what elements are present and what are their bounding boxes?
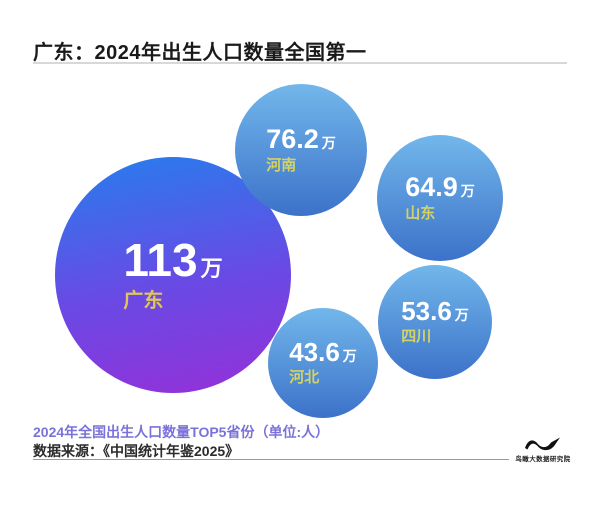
- footer-divider: [33, 459, 509, 460]
- bubble-sichuan-value: 53.6 万: [401, 298, 469, 324]
- value-unit: 万: [200, 256, 223, 281]
- publisher-logo-text: 鸟瞰大数据研究院: [515, 456, 571, 463]
- bubble-shandong-value: 64.9 万: [405, 171, 475, 202]
- bubble-guangdong-value: 113 万: [123, 237, 222, 283]
- wave-bird-icon: [525, 437, 560, 451]
- bubble-hebei: 43.6 万 河北: [268, 308, 378, 418]
- bubble-henan: 76.2 万 河南: [235, 84, 367, 216]
- province-label: 山东: [405, 204, 436, 222]
- title-divider: [33, 62, 567, 64]
- province-label: 河北: [289, 369, 320, 386]
- value-number: 76.2: [266, 123, 319, 154]
- value-number: 113: [123, 234, 198, 286]
- bubble-guangdong-text: 113 万 广东: [123, 237, 222, 313]
- bubble-shandong: 64.9 万 山东: [377, 135, 503, 261]
- page-title: 广东：2024年出生人口数量全国第一: [33, 42, 367, 64]
- bubble-sichuan: 53.6 万 四川: [378, 265, 492, 379]
- value-number: 53.6: [401, 296, 452, 326]
- value-number: 43.6: [289, 337, 340, 367]
- value-number: 64.9: [405, 171, 458, 202]
- province-label: 广东: [123, 290, 164, 312]
- bubble-hebei-value: 43.6 万: [289, 339, 357, 365]
- province-label: 四川: [401, 328, 432, 345]
- value-unit: 万: [454, 307, 469, 323]
- bubble-hebei-text: 43.6 万 河北: [289, 339, 357, 387]
- value-unit: 万: [460, 182, 475, 199]
- bubble-shandong-text: 64.9 万 山东: [405, 171, 475, 223]
- publisher-logo: 鸟瞰大数据研究院: [513, 436, 573, 466]
- bubble-sichuan-text: 53.6 万 四川: [401, 298, 469, 346]
- province-label: 河南: [266, 156, 297, 174]
- value-unit: 万: [321, 134, 336, 151]
- bubble-henan-value: 76.2 万: [266, 123, 336, 154]
- value-unit: 万: [342, 348, 357, 364]
- bubble-guangdong: 113 万 广东: [55, 157, 291, 393]
- data-source: 数据来源：《中国统计年鉴2025》: [33, 443, 240, 459]
- chart-caption: 2024年全国出生人口数量TOP5省份（单位:人）: [33, 424, 330, 440]
- bubble-henan-text: 76.2 万 河南: [266, 123, 336, 175]
